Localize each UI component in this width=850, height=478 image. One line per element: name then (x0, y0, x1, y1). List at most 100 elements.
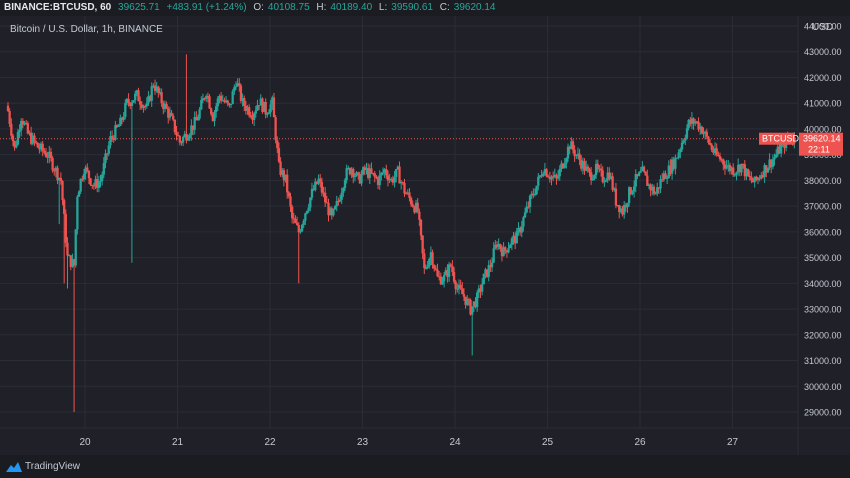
candle-body (510, 238, 514, 245)
candle-body (381, 172, 385, 174)
candle-body (105, 153, 109, 155)
candle-body (505, 250, 509, 253)
candle-body (345, 168, 348, 181)
candle-body (231, 91, 234, 105)
candle-body (665, 178, 669, 180)
candle-body (155, 86, 158, 91)
candle-body (21, 120, 25, 125)
candle-body (124, 103, 127, 117)
candle-body (550, 176, 553, 180)
candle-body (186, 138, 190, 141)
candle-body (233, 87, 236, 92)
candle-body (297, 224, 300, 233)
candle-body (619, 208, 623, 213)
candle-body (343, 180, 347, 189)
candle-body (342, 188, 345, 193)
candle-body (178, 136, 181, 143)
candle-body (160, 92, 163, 104)
candle-body (766, 168, 770, 173)
candle-body (515, 230, 518, 244)
candle-body (682, 140, 685, 143)
candle-body (196, 118, 200, 121)
candle-body (203, 98, 206, 100)
candle-body (213, 112, 216, 122)
candle-body (639, 171, 642, 173)
y-tick-label: 37000.00 (804, 202, 842, 212)
candle-body (449, 264, 452, 266)
tradingview-brand[interactable]: TradingView (6, 455, 80, 478)
candle-body (565, 158, 568, 164)
candle-body (43, 150, 46, 153)
candle-body (129, 102, 132, 106)
candle-body (732, 167, 735, 175)
candle-body (753, 176, 756, 183)
candle-body (148, 96, 152, 101)
candlestick-chart[interactable]: 29000.00 30000.00 31000.00 32000.00 33000.00… (0, 16, 850, 455)
candle-body (408, 192, 411, 198)
candle-body (112, 137, 115, 140)
candle-body (338, 199, 342, 202)
candle-body (738, 164, 741, 173)
chart-area[interactable]: 29000.00 30000.00 31000.00 32000.00 33000.00… (0, 16, 850, 455)
candle-body (613, 188, 616, 190)
candle-body (411, 204, 414, 207)
candle-body (28, 132, 31, 134)
candle-body (390, 178, 393, 180)
candle-body (540, 175, 543, 177)
candle-body (58, 177, 61, 181)
candle-body (771, 159, 775, 167)
candle-body (31, 135, 34, 144)
candle-body (722, 159, 725, 165)
candle-body (221, 100, 224, 102)
candle-body (398, 166, 401, 184)
candle-body (36, 142, 39, 148)
candle-body (266, 113, 269, 115)
candle-body (662, 173, 665, 180)
candle-body (145, 103, 148, 107)
candle-body (471, 306, 474, 315)
candle-body (717, 154, 720, 156)
candle-body (535, 185, 538, 195)
candle-body (581, 161, 585, 169)
candle-body (763, 165, 766, 178)
candles-group (6, 54, 796, 412)
currency-label: USD (812, 22, 833, 33)
candle-body (236, 83, 239, 87)
candle-body (386, 175, 390, 181)
candle-body (309, 197, 312, 208)
candle-body (603, 181, 606, 183)
candle-body (53, 170, 56, 172)
candle-body (96, 179, 99, 188)
y-tick-label: 40000.00 (804, 124, 842, 134)
y-tick-label: 44000.00 (804, 22, 842, 32)
candle-body (130, 102, 134, 106)
candle-body (528, 195, 532, 207)
candle-body (593, 174, 596, 179)
candle-body (656, 187, 659, 194)
candle-body (428, 258, 431, 267)
candle-body (525, 206, 528, 213)
candle-body (606, 172, 609, 181)
candle-body (556, 176, 560, 179)
candle-body (776, 146, 779, 155)
x-tick-label: 26 (634, 437, 646, 448)
candle-body (538, 175, 542, 177)
x-tick-label: 24 (449, 437, 461, 448)
grid-lines (0, 16, 798, 428)
candle-body (604, 180, 608, 182)
candle-body (561, 163, 565, 168)
candle-body (694, 121, 697, 124)
candle-body (543, 169, 547, 174)
candle-body (773, 157, 776, 160)
candle-body (391, 178, 395, 183)
candle-body (547, 176, 550, 178)
candle-body (697, 121, 700, 130)
candle-body (520, 226, 523, 233)
candle-body (494, 244, 497, 249)
candle-body (72, 259, 76, 266)
candle-body (409, 197, 413, 205)
candle-body (690, 118, 694, 124)
candle-body (269, 104, 272, 113)
candle-body (170, 112, 173, 116)
candle-body (705, 131, 708, 137)
